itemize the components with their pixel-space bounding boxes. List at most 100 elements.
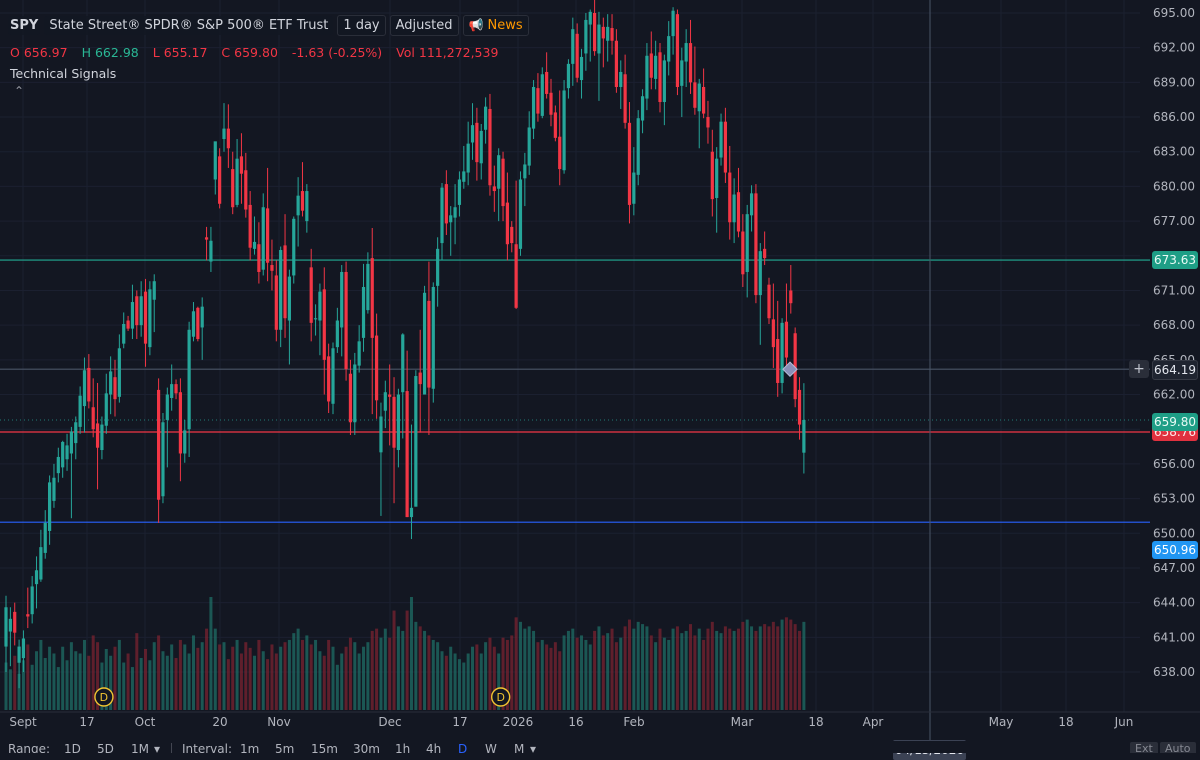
candle[interactable] xyxy=(719,113,723,166)
candle[interactable] xyxy=(749,185,754,232)
candle[interactable] xyxy=(117,334,121,403)
candle[interactable] xyxy=(688,19,693,94)
candle[interactable] xyxy=(191,302,196,342)
candle[interactable] xyxy=(671,7,675,55)
candle[interactable] xyxy=(39,529,43,582)
candle[interactable] xyxy=(771,283,775,368)
candle[interactable] xyxy=(30,576,34,624)
candle[interactable] xyxy=(632,147,636,216)
candle[interactable] xyxy=(239,133,244,204)
candle[interactable] xyxy=(305,184,309,233)
candle[interactable] xyxy=(43,510,47,559)
range-5d-button[interactable]: 5D xyxy=(97,742,114,753)
candle[interactable] xyxy=(680,47,684,118)
candle[interactable] xyxy=(431,282,435,403)
candle[interactable] xyxy=(758,243,762,345)
candle[interactable] xyxy=(366,252,370,314)
plus-icon[interactable]: + xyxy=(1129,360,1149,378)
candle[interactable] xyxy=(606,14,610,62)
candle[interactable] xyxy=(732,178,736,244)
candle[interactable] xyxy=(126,315,130,331)
candle[interactable] xyxy=(636,110,640,186)
candle[interactable] xyxy=(475,107,479,181)
candle[interactable] xyxy=(492,165,496,212)
candle[interactable] xyxy=(331,342,335,415)
candle[interactable] xyxy=(104,373,108,434)
candle[interactable] xyxy=(514,180,518,309)
candle[interactable] xyxy=(575,23,579,83)
candle[interactable] xyxy=(527,111,531,175)
candle[interactable] xyxy=(165,387,169,468)
candle[interactable] xyxy=(135,290,139,340)
candle[interactable] xyxy=(588,9,592,62)
candle[interactable] xyxy=(261,193,265,276)
horizontal-lines[interactable] xyxy=(0,0,1150,740)
candle[interactable] xyxy=(436,237,440,307)
interval-d-button[interactable]: D xyxy=(458,742,468,753)
candle[interactable] xyxy=(270,239,274,291)
candle[interactable] xyxy=(453,184,457,245)
candle[interactable] xyxy=(74,416,78,460)
candle[interactable] xyxy=(252,216,257,255)
candle[interactable] xyxy=(776,300,780,397)
candle[interactable] xyxy=(100,416,104,460)
candle[interactable] xyxy=(292,216,296,284)
interval-label[interactable]: 1 day xyxy=(337,14,386,36)
candle[interactable] xyxy=(87,354,91,409)
candle[interactable] xyxy=(313,304,318,336)
candle[interactable] xyxy=(497,148,501,222)
candle[interactable] xyxy=(741,214,745,288)
interval-30m-button[interactable]: 30m xyxy=(353,742,380,753)
candle[interactable] xyxy=(597,11,601,101)
interval-1m-button[interactable]: 1m xyxy=(240,742,260,753)
candle[interactable] xyxy=(449,206,453,256)
candle[interactable] xyxy=(113,359,117,417)
candle[interactable] xyxy=(610,14,614,55)
candle[interactable] xyxy=(178,378,182,482)
candle[interactable] xyxy=(710,129,714,217)
candle[interactable] xyxy=(296,177,300,247)
candle[interactable] xyxy=(571,17,575,86)
candle[interactable] xyxy=(540,67,544,119)
candle[interactable] xyxy=(745,204,749,298)
candle[interactable] xyxy=(17,639,21,689)
candle[interactable] xyxy=(65,433,69,471)
candle[interactable] xyxy=(235,139,239,208)
candle[interactable] xyxy=(627,102,632,224)
candle[interactable] xyxy=(536,73,540,122)
candle[interactable] xyxy=(579,48,584,99)
candle[interactable] xyxy=(444,170,448,235)
candle[interactable] xyxy=(388,364,392,446)
candle[interactable] xyxy=(357,325,361,373)
candle[interactable] xyxy=(401,333,405,439)
candle[interactable] xyxy=(510,221,514,253)
candle[interactable] xyxy=(204,226,209,261)
candle[interactable] xyxy=(279,246,283,348)
candle[interactable] xyxy=(422,285,427,395)
candle[interactable] xyxy=(300,162,305,217)
candle[interactable] xyxy=(327,343,331,414)
candle[interactable] xyxy=(601,17,605,68)
candle[interactable] xyxy=(623,54,627,129)
candle[interactable] xyxy=(658,43,662,113)
candle[interactable] xyxy=(34,556,39,609)
candle[interactable] xyxy=(784,283,789,366)
candle[interactable] xyxy=(440,182,444,261)
candle[interactable] xyxy=(706,100,710,144)
candle[interactable] xyxy=(21,630,26,672)
candle[interactable] xyxy=(4,595,8,672)
candle[interactable] xyxy=(427,261,431,435)
candle[interactable] xyxy=(553,105,557,142)
candle[interactable] xyxy=(531,80,536,140)
candle[interactable] xyxy=(187,321,191,457)
candle[interactable] xyxy=(266,167,270,282)
candle[interactable] xyxy=(196,306,200,342)
candle[interactable] xyxy=(619,60,623,109)
blue-line-price-label[interactable]: 650.96 xyxy=(1152,541,1198,559)
candle[interactable] xyxy=(222,103,226,152)
candle[interactable] xyxy=(335,307,339,353)
candle[interactable] xyxy=(414,370,418,507)
candle[interactable] xyxy=(274,260,278,342)
candle[interactable] xyxy=(13,602,17,646)
